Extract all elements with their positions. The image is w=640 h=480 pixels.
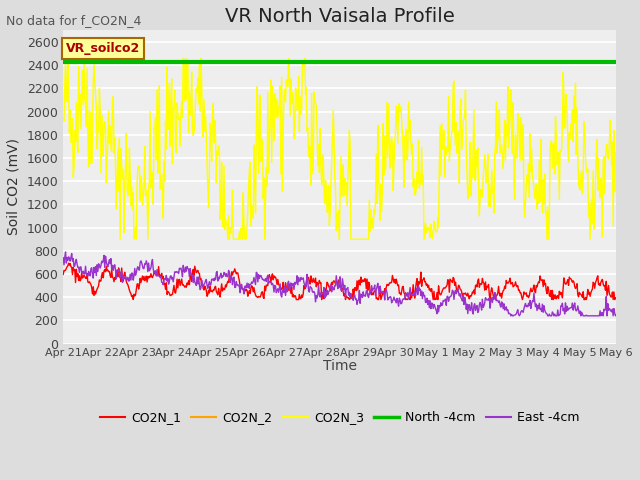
X-axis label: Time: Time	[323, 359, 356, 373]
Text: VR_soilco2: VR_soilco2	[66, 42, 140, 55]
Title: VR North Vaisala Profile: VR North Vaisala Profile	[225, 7, 454, 26]
Y-axis label: Soil CO2 (mV): Soil CO2 (mV)	[7, 138, 21, 236]
Text: No data for f_CO2N_4: No data for f_CO2N_4	[6, 14, 142, 27]
Legend: CO2N_1, CO2N_2, CO2N_3, North -4cm, East -4cm: CO2N_1, CO2N_2, CO2N_3, North -4cm, East…	[95, 407, 584, 429]
